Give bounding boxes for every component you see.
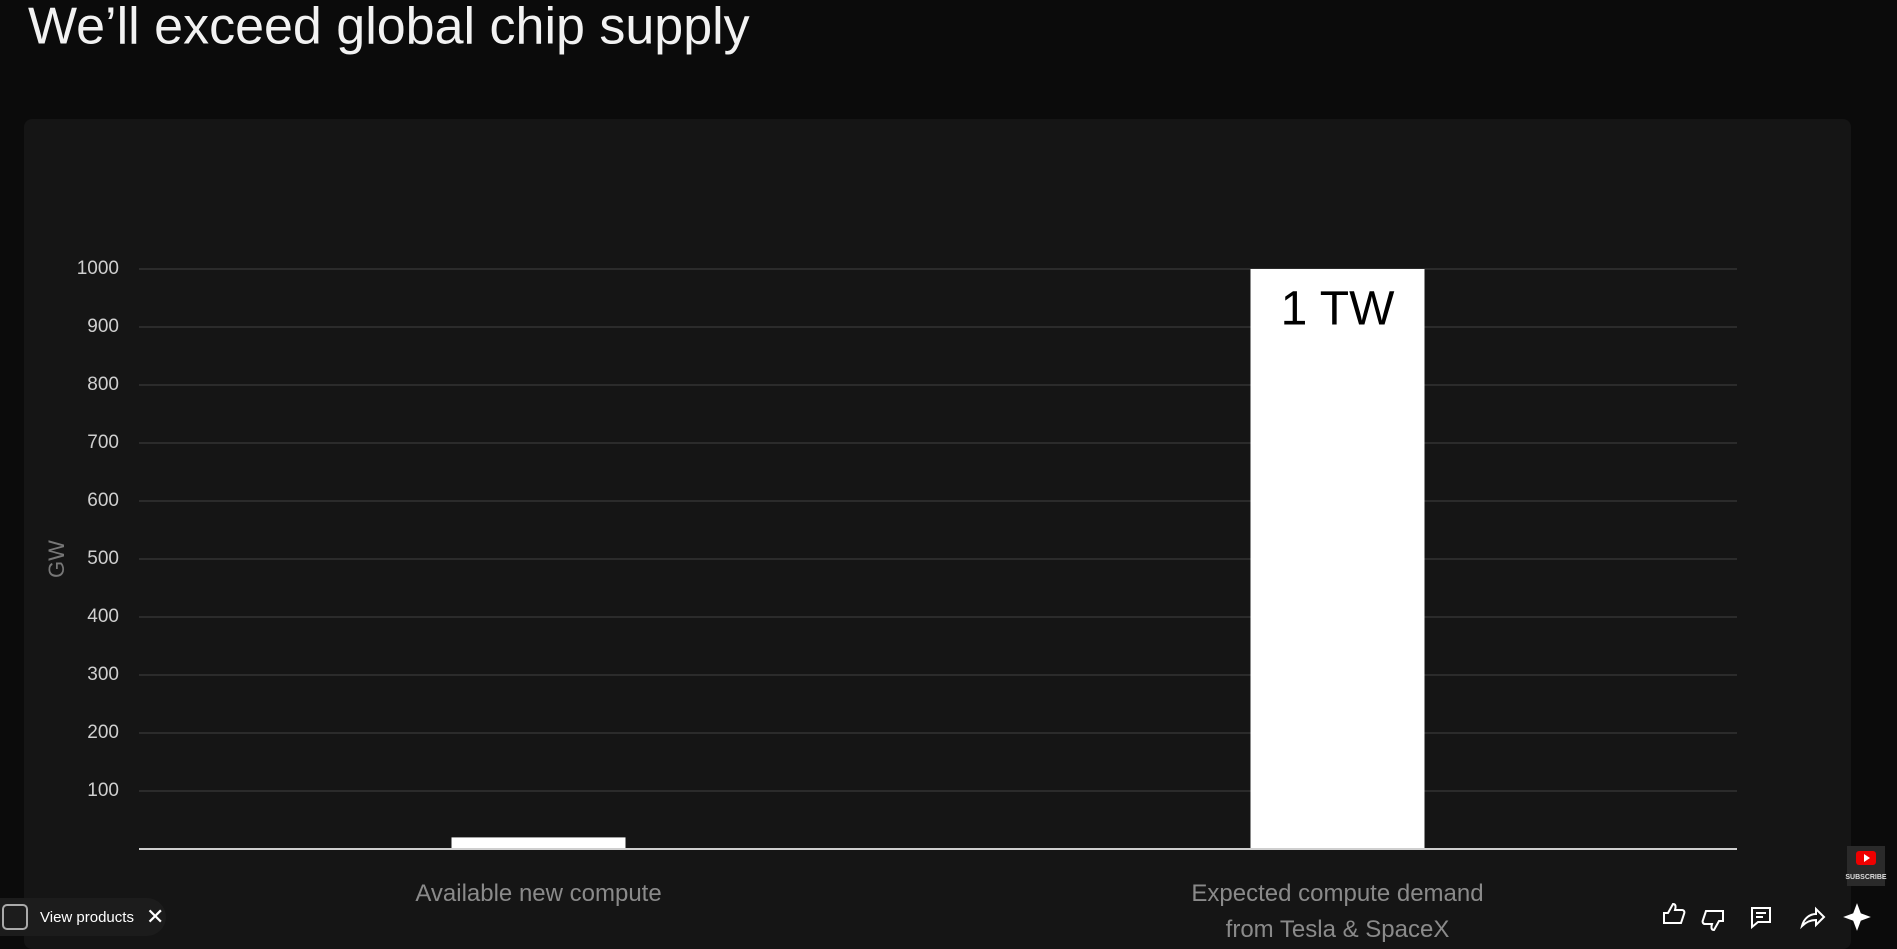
data-label: 1 TW: [1281, 283, 1395, 336]
like-button[interactable]: [1663, 902, 1686, 924]
bar: [1250, 269, 1425, 849]
y-tick-label: 300: [87, 664, 119, 685]
y-tick-label: 500: [87, 548, 119, 569]
y-tick-label: 600: [87, 490, 119, 511]
controls: [1663, 902, 1871, 932]
bar: [451, 837, 626, 849]
dislike-button[interactable]: [1701, 910, 1724, 932]
chip-label: View products: [40, 908, 134, 926]
share-button[interactable]: [1800, 906, 1826, 930]
y-tick-label: 100: [87, 780, 119, 801]
comment-button[interactable]: [1751, 907, 1771, 930]
subscribe-text: SUBSCRIBE: [1845, 874, 1887, 881]
x-tick-label: Expected compute demand from Tesla & Spa…: [1191, 880, 1484, 943]
view-products-chip[interactable]: View products ✕: [0, 898, 166, 936]
plot: 100 200 300 400 500 600 700 800 900 1000 1 TW: [77, 258, 1737, 849]
chart-panel: [24, 119, 1851, 949]
y-tick-label: 900: [87, 316, 119, 337]
y-tick-label: 1000: [77, 258, 119, 279]
x-tick-label: Available new compute: [415, 880, 662, 907]
y-tick-label: 400: [87, 606, 119, 627]
y-axis-label: GW: [44, 540, 69, 578]
y-tick-label: 800: [87, 374, 119, 395]
product-icon: [2, 904, 28, 930]
ask-button[interactable]: [1843, 903, 1871, 931]
y-tick-label: 700: [87, 432, 119, 453]
close-button[interactable]: ✕: [145, 904, 165, 929]
slide-title: We’ll exceed global chip supply: [28, 0, 750, 56]
play-glyph: [1864, 854, 1870, 862]
y-tick-label: 200: [87, 722, 119, 743]
